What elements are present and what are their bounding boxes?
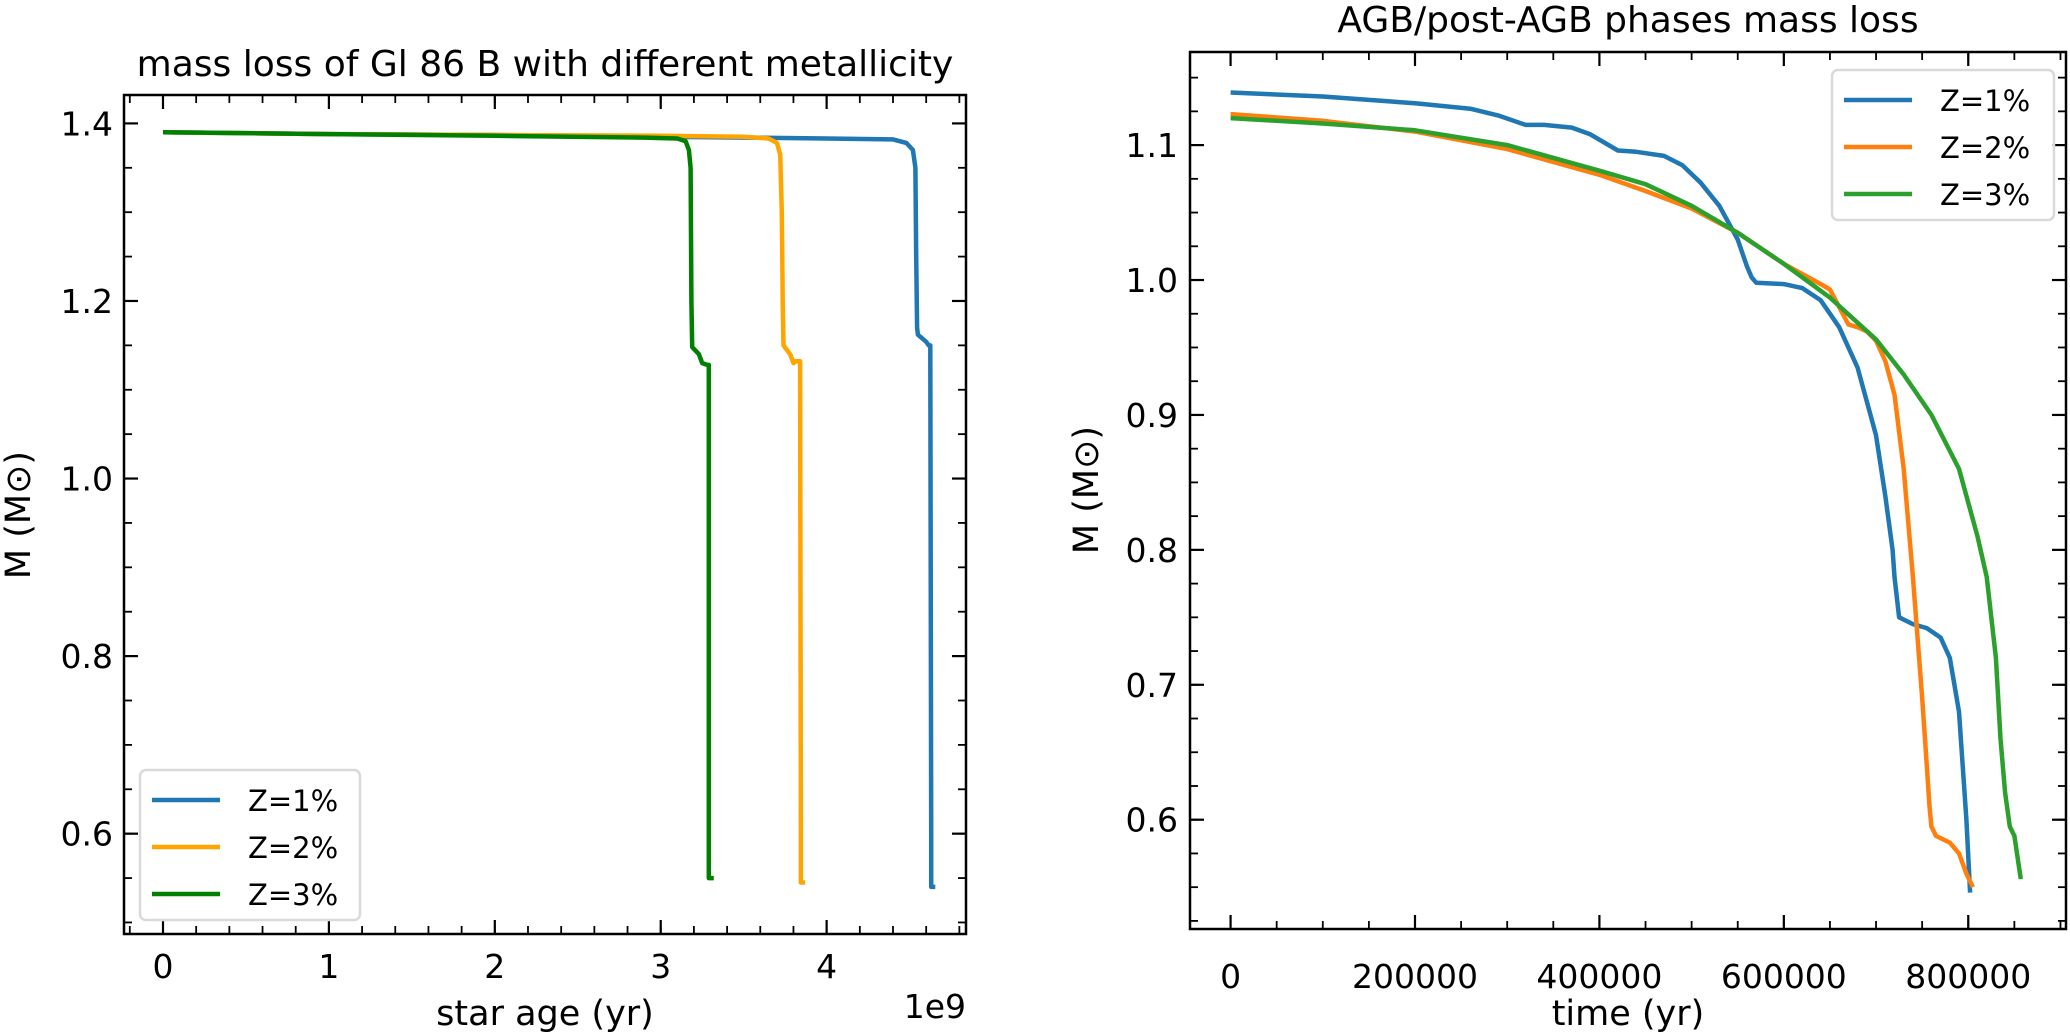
chart-title: mass loss of Gl 86 B with different meta… [137,44,954,85]
y-tick-label: 1.0 [61,460,113,499]
x-tick-label: 0 [152,947,173,986]
y-tick-label: 1.0 [1126,261,1178,300]
chart-left: mass loss of Gl 86 B with different meta… [0,44,968,1034]
plot-frame [122,93,968,936]
series-line-z3 [162,130,714,881]
x-tick-label: 600000 [1721,957,1847,996]
series-line-z3 [1230,115,2024,880]
chart-right: AGB/post-AGB phases mass loss 0 200000 400… [1067,0,2068,1034]
y-axis-label: M (M⊙) [0,451,39,579]
axis-ticks: 0 1 2 3 4 0.6 0.8 1.0 1.2 1.4 [61,95,966,986]
x-tick-label: 400000 [1536,957,1662,996]
legend-label: Z=2% [248,831,338,865]
y-tick-label: 0.7 [1126,666,1178,705]
y-tick-label: 0.6 [1126,801,1178,840]
x-offset-label: 1e9 [904,987,966,1026]
legend-box [138,768,362,922]
y-tick-label: 1.4 [61,104,113,143]
legend-label: Z=3% [248,878,338,912]
y-tick-label: 0.8 [1126,531,1178,570]
x-tick-label: 4 [816,947,837,986]
x-axis-label: time (yr) [1552,994,1705,1034]
x-tick-label: 200000 [1352,957,1478,996]
y-tick-label: 0.6 [61,815,113,854]
legend: Z=1% Z=2% Z=3% [1830,68,2056,222]
x-tick-label: 0 [1220,957,1241,996]
y-tick-label: 0.9 [1126,396,1178,435]
x-tick-label: 800000 [1905,957,2031,996]
series-lines [162,130,936,890]
series-lines [1230,90,2024,893]
chart-title: AGB/post-AGB phases mass loss [1337,0,1918,41]
axis-ticks: 0 200000 400000 600000 800000 0.6 0.7 0.8 0.9 1.0… [1126,52,2066,996]
y-axis-label: M (M⊙) [1067,426,1107,554]
y-tick-label: 0.8 [61,637,113,676]
legend-label: Z=1% [248,784,338,818]
x-tick-label: 2 [484,947,505,986]
legend-label: Z=1% [1940,84,2030,118]
legend: Z=1% Z=2% Z=3% [138,768,362,922]
legend-label: Z=2% [1940,131,2030,165]
series-line-z2 [1230,111,1975,889]
x-axis-label: star age (yr) [436,994,654,1034]
y-tick-label: 1.1 [1126,126,1178,165]
y-tick-label: 1.2 [61,282,113,321]
legend-box [1830,68,2056,222]
legend-label: Z=3% [1940,178,2030,212]
x-tick-label: 1 [318,947,339,986]
plot-frame [1188,50,2068,931]
x-tick-label: 3 [650,947,671,986]
